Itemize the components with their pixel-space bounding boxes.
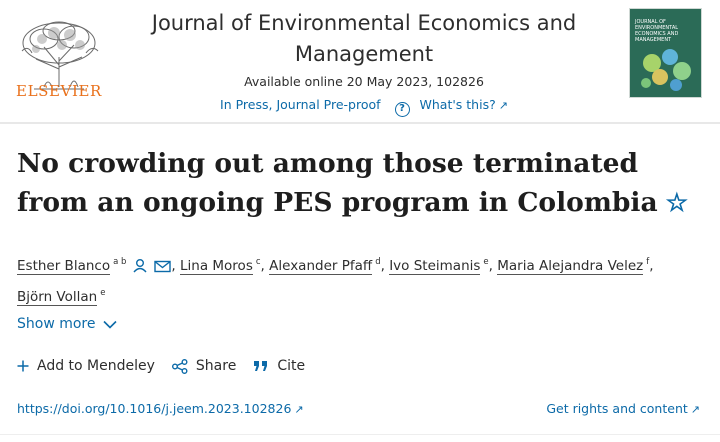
author-ivo-steimanis[interactable]: Ivo Steimanis (389, 258, 481, 275)
header-divider (0, 122, 720, 124)
status-link[interactable]: In Press, Journal Pre-proof (220, 97, 381, 112)
chevron-down-icon (102, 320, 117, 329)
rights-and-content-link[interactable]: Get rights and content ↗ (546, 401, 700, 416)
affiliation-mark[interactable]: f (646, 257, 650, 267)
star-icon[interactable]: ☆ (665, 188, 689, 217)
author-lina-moros[interactable]: Lina Moros (180, 258, 253, 275)
author-alexander-pfaff[interactable]: Alexander Pfaff (269, 258, 373, 275)
article-title: No crowding out among those terminated f… (17, 144, 707, 222)
article-actions: Add to Mendeley Share Cite (17, 358, 322, 374)
external-arrow-icon: ↗ (690, 403, 700, 416)
elsevier-tree-logo (21, 21, 99, 90)
doi-text: https://doi.org/10.1016/j.jeem.2023.1028… (17, 401, 292, 416)
external-arrow-icon: ↗ (294, 403, 304, 416)
whats-this-link[interactable]: What's this? (419, 97, 496, 112)
doi-link[interactable]: https://doi.org/10.1016/j.jeem.2023.1028… (17, 401, 304, 416)
show-more-label: Show more (17, 316, 96, 332)
author-bjorn-vollan[interactable]: Björn Vollan (17, 289, 98, 306)
add-to-mendeley-button[interactable]: Add to Mendeley (17, 358, 155, 374)
author-list: Esther Blanco a b, Lina Moros c, Alexander… (17, 257, 654, 306)
external-arrow-icon: ↗ (498, 99, 508, 112)
share-icon (171, 358, 188, 374)
footer-divider (0, 434, 720, 435)
journal-title-line1[interactable]: Journal of Environmental Economics and (151, 11, 577, 35)
plus-icon (17, 360, 29, 372)
mail-icon[interactable] (154, 260, 172, 273)
affiliation-mark[interactable]: e (483, 257, 489, 267)
question-icon[interactable]: ? (394, 102, 410, 117)
affiliation-mark[interactable]: a b (113, 257, 127, 267)
affiliation-mark[interactable]: d (375, 257, 381, 267)
availability-info: Available online 20 May 2023, 102826 (244, 74, 484, 89)
status-row: In Press, Journal Pre-proof ? What's thi… (140, 97, 588, 117)
person-icon[interactable] (132, 258, 148, 273)
cite-label: Cite (277, 358, 306, 374)
add-to-mendeley-label: Add to Mendeley (37, 358, 155, 374)
journal-title[interactable]: Journal of Environmental Economics and M… (140, 8, 588, 70)
rights-text: Get rights and content (546, 401, 688, 416)
show-more-button[interactable]: Show more (17, 316, 117, 332)
cite-button[interactable]: Cite (253, 358, 305, 374)
author-maria-alejandra-velez[interactable]: Maria Alejandra Velez (497, 258, 644, 275)
publisher-name[interactable]: ELSEVIER (16, 82, 102, 100)
article-title-text: No crowding out among those terminated f… (17, 148, 658, 218)
affiliation-mark[interactable]: c (255, 257, 261, 267)
journal-cover[interactable]: JOURNAL OF ENVIRONMENTAL ECONOMICS AND M… (629, 8, 702, 98)
cover-artwork (641, 49, 691, 91)
cover-title: JOURNAL OF ENVIRONMENTAL ECONOMICS AND M… (635, 19, 679, 43)
quote-icon (253, 360, 269, 372)
author-esther-blanco[interactable]: Esther Blanco (17, 258, 111, 275)
affiliation-mark[interactable]: e (100, 288, 106, 298)
share-label: Share (195, 358, 237, 374)
journal-title-line2[interactable]: Management (294, 42, 434, 66)
share-button[interactable]: Share (171, 358, 237, 374)
